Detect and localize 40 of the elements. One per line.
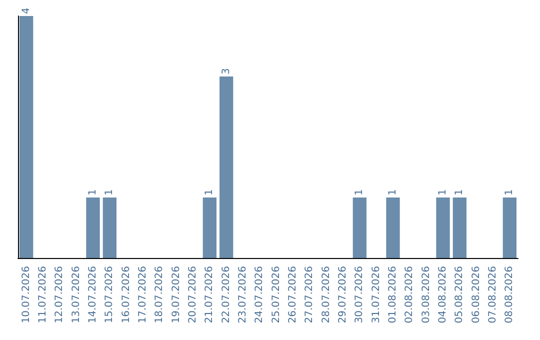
x-tick-label: 27.07.2026 xyxy=(304,266,316,324)
data-label: 1 xyxy=(88,189,98,196)
x-tick-label: 08.08.2026 xyxy=(504,266,516,324)
x-tick-label: 31.07.2026 xyxy=(370,266,382,324)
data-label: 1 xyxy=(454,189,466,196)
x-tick-label: 16.07.2026 xyxy=(120,266,132,324)
x-tick-label: 23.07.2026 xyxy=(238,266,248,324)
x-tick-label: 29.07.2026 xyxy=(338,266,348,324)
x-tick-label: 12.07.2026 xyxy=(54,266,66,324)
x-tick-label: 13.07.2026 xyxy=(70,266,82,324)
x-tick-label: 30.07.2026 xyxy=(354,266,366,324)
x-tick-label: 28.07.2026 xyxy=(320,266,332,324)
x-tick-label: 02.08.2026 xyxy=(404,266,416,324)
x-tick-label: 03.08.2026 xyxy=(420,266,432,324)
x-tick-label: 25.07.2026 xyxy=(270,266,282,324)
data-label: 1 xyxy=(354,189,366,196)
data-label: 1 xyxy=(388,189,398,196)
data-label: 1 xyxy=(104,189,116,196)
x-tick-label: 19.07.2026 xyxy=(170,266,182,324)
x-tick-label: 05.08.2026 xyxy=(454,266,466,324)
data-label: 1 xyxy=(204,189,216,196)
x-tick-label: 07.08.2026 xyxy=(488,266,498,324)
x-tick-label: 04.08.2026 xyxy=(438,266,448,324)
x-tick-label: 18.07.2026 xyxy=(154,266,166,324)
x-tick-label: 10.07.2026 xyxy=(20,266,32,324)
data-label: 3 xyxy=(220,68,232,74)
data-label: 1 xyxy=(504,189,516,196)
x-tick-label: 17.07.2026 xyxy=(138,266,148,324)
data-label: 1 xyxy=(438,189,448,196)
x-tick-label: 20.07.2026 xyxy=(188,266,198,324)
x-tick-label: 06.08.2026 xyxy=(470,266,482,324)
x-tick-label: 24.07.2026 xyxy=(254,266,266,324)
x-tick-label: 14.07.2026 xyxy=(88,266,98,324)
x-tick-label: 22.07.2026 xyxy=(220,266,232,324)
x-tick-label: 11.07.2026 xyxy=(38,266,48,324)
x-tick-label: 26.07.2026 xyxy=(288,266,298,324)
x-tick-label: 15.07.2026 xyxy=(104,266,116,324)
x-tick-label: 01.08.2026 xyxy=(388,266,398,324)
x-tick-label: 21.07.2026 xyxy=(204,266,216,324)
data-label: 4 xyxy=(20,8,32,14)
